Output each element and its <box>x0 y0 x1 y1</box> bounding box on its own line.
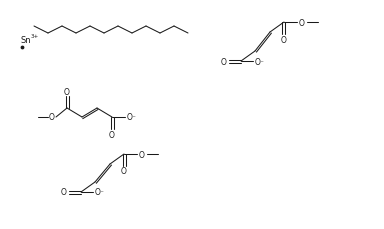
Text: O: O <box>221 57 227 66</box>
Text: O: O <box>64 87 70 96</box>
Text: 3+: 3+ <box>31 33 39 38</box>
Text: Sn: Sn <box>20 35 31 44</box>
Text: O: O <box>61 188 67 197</box>
Text: O: O <box>121 167 127 176</box>
Text: O: O <box>299 18 305 27</box>
Text: O⁻: O⁻ <box>255 57 265 66</box>
Text: O: O <box>281 35 287 44</box>
Text: O: O <box>49 113 55 122</box>
Text: O⁻: O⁻ <box>127 113 137 122</box>
Text: O: O <box>109 130 115 139</box>
Text: O⁻: O⁻ <box>95 188 105 197</box>
Text: O: O <box>139 150 145 159</box>
